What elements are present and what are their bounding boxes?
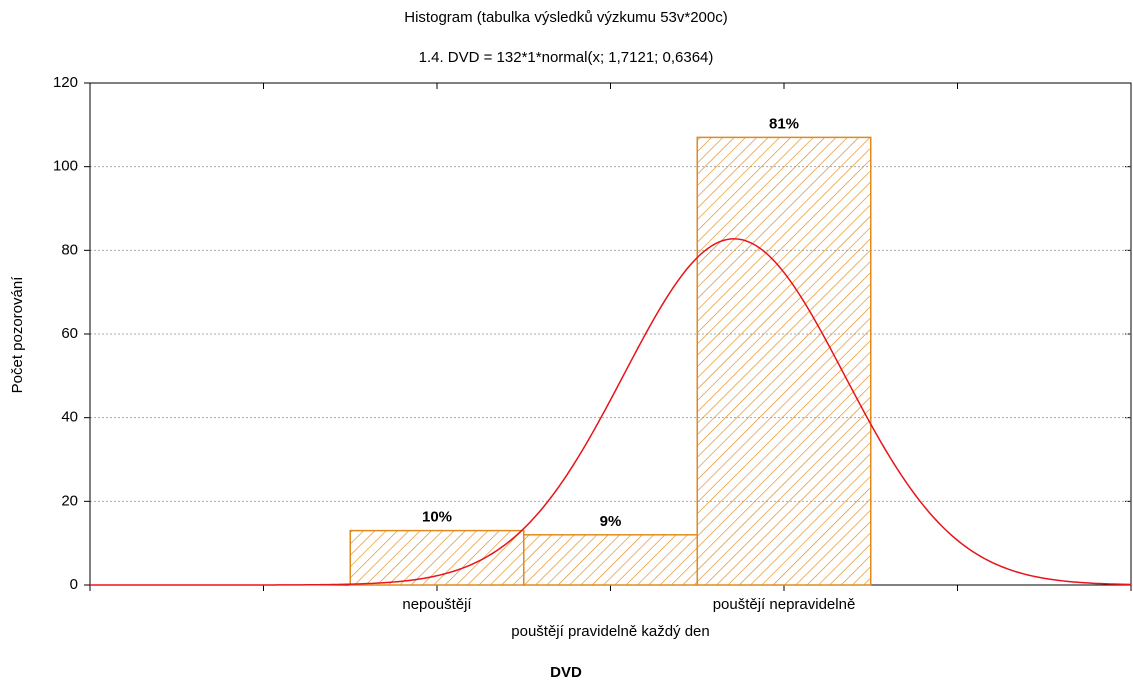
x-axis-label: DVD xyxy=(550,664,582,681)
y-tick-label: 60 xyxy=(61,325,78,342)
value-label: 10% xyxy=(422,509,452,526)
y-tick-label: 0 xyxy=(70,576,78,593)
y-tick-label: 120 xyxy=(53,74,78,91)
bar xyxy=(523,534,698,586)
value-label: 81% xyxy=(769,115,799,132)
x-tick-label: nepouštějí xyxy=(402,596,472,613)
y-axis-label: Počet pozorování xyxy=(9,276,26,394)
fit-curve xyxy=(90,238,1132,586)
y-tick-label: 40 xyxy=(61,409,78,426)
value-label: 9% xyxy=(600,513,622,530)
chart-title: Histogram (tabulka výsledků výzkumu 53v*… xyxy=(404,9,727,26)
bar xyxy=(349,529,525,586)
y-tick-label: 20 xyxy=(61,492,78,509)
y-tick-label: 100 xyxy=(53,158,78,175)
bar xyxy=(696,136,872,586)
chart-subtitle: 1.4. DVD = 132*1*normal(x; 1,7121; 0,636… xyxy=(419,49,714,66)
x-tick-label: pouštějí pravidelně každý den xyxy=(511,623,709,640)
y-tick-label: 80 xyxy=(61,241,78,258)
x-tick-label: pouštějí nepravidelně xyxy=(713,596,856,613)
